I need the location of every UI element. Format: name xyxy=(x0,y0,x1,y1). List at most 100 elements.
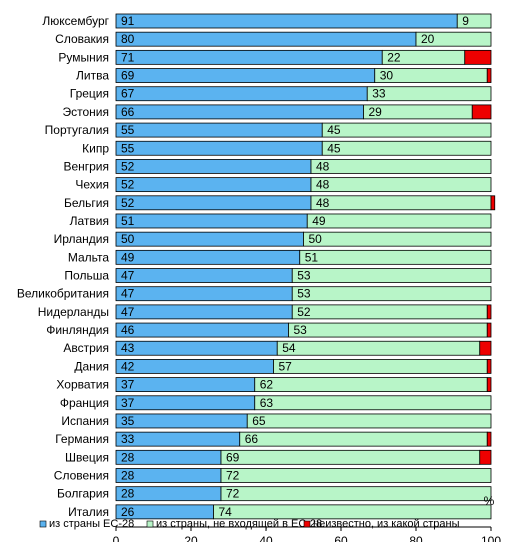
category-label: Италия xyxy=(68,505,109,519)
bar-segment-1 xyxy=(115,286,293,302)
bar-segment-2 xyxy=(254,395,492,411)
bar-segment-1 xyxy=(115,49,383,65)
data-label: 33 xyxy=(121,432,135,446)
legend-swatch-3 xyxy=(303,520,311,528)
data-label: 49 xyxy=(312,214,326,228)
category-label: Швеция xyxy=(65,450,109,464)
data-label: 66 xyxy=(121,105,135,119)
category-label: Люксембург xyxy=(42,14,109,28)
category-label: Франция xyxy=(60,396,109,410)
data-label: 35 xyxy=(121,414,135,428)
bar-segment-1 xyxy=(115,86,368,102)
bar-segment-2 xyxy=(288,322,488,338)
data-label: 50 xyxy=(309,232,323,246)
bar-segment-1 xyxy=(115,231,304,247)
data-label: 45 xyxy=(327,141,341,155)
category-label: Словения xyxy=(54,469,109,483)
category-label: Латвия xyxy=(70,214,109,228)
category-label: Эстония xyxy=(63,105,110,119)
data-label: 67 xyxy=(121,87,135,101)
data-label: 20 xyxy=(421,32,435,46)
bar-segment-2 xyxy=(306,213,492,229)
category-label: Мальта xyxy=(68,250,109,264)
data-label: 22 xyxy=(387,50,401,64)
legend-label-3: неизвестно, из какой страны xyxy=(313,518,460,530)
data-label: 71 xyxy=(121,50,135,64)
legend-swatch-2 xyxy=(146,520,154,528)
category-label: Венгрия xyxy=(63,159,109,173)
bar-segment-1 xyxy=(115,13,458,29)
bar-segment-3 xyxy=(486,304,492,320)
data-label: 30 xyxy=(380,69,394,83)
bar-segment-1 xyxy=(115,359,274,374)
bar-segment-2 xyxy=(220,468,492,483)
x-axis: 0 20 40 60 80 100 xyxy=(113,526,501,542)
legend-label-2: из страны, не входящей в ЕС-28 xyxy=(156,518,322,530)
data-label: 42 xyxy=(121,359,135,373)
data-label: 80 xyxy=(121,32,135,46)
bar-segment-2 xyxy=(291,268,492,283)
data-label: 69 xyxy=(121,69,135,83)
bar-segment-2 xyxy=(310,177,492,193)
category-label: Чехия xyxy=(75,178,109,192)
data-label: 9 xyxy=(462,14,469,28)
data-label: 47 xyxy=(121,305,135,319)
data-label: 62 xyxy=(260,378,274,392)
category-label: Германия xyxy=(55,432,109,446)
bar-segment-1 xyxy=(115,395,256,411)
x-tick-label: 80 xyxy=(409,534,423,542)
category-label: Дания xyxy=(74,359,109,373)
bar-segment-2 xyxy=(310,159,492,174)
data-label: 28 xyxy=(121,469,135,483)
x-tick-label: 100 xyxy=(481,534,501,542)
category-label: Финляндия xyxy=(46,323,109,337)
bar-segment-3 xyxy=(479,449,492,465)
category-label: Словакия xyxy=(55,32,109,46)
bar-segment-2 xyxy=(310,195,492,211)
bar-segment-1 xyxy=(115,195,312,211)
data-label: 53 xyxy=(297,269,311,283)
bar-segment-3 xyxy=(486,322,492,338)
data-label: 69 xyxy=(226,450,240,464)
legend: из страны ЕС-28 из страны, не входящей в … xyxy=(39,518,460,530)
bar-segment-2 xyxy=(291,304,488,320)
x-tick-label: 60 xyxy=(334,534,348,542)
bar-segment-1 xyxy=(115,413,248,429)
x-tick-label: 40 xyxy=(259,534,273,542)
bars-group: 91 9 80 20 71 22 69 30 67 33 66 29 55 45 55 45 52 48 52 48 5… xyxy=(115,13,496,520)
bar-segment-2 xyxy=(299,249,492,265)
bar-segment-3 xyxy=(486,359,492,374)
bar-segment-1 xyxy=(115,159,312,174)
data-label: 43 xyxy=(121,341,135,355)
category-label: Ирландия xyxy=(54,232,109,246)
bar-segment-1 xyxy=(115,377,256,393)
data-label: 55 xyxy=(121,141,135,155)
category-labels: Люксембург Словакия Румыния Литва Греция Эсто… xyxy=(17,14,110,519)
bar-segment-2 xyxy=(239,431,488,447)
bar-segment-1 xyxy=(115,213,308,229)
bar-segment-3 xyxy=(471,104,492,120)
bar-segment-1 xyxy=(115,304,293,320)
bar-segment-1 xyxy=(115,431,241,447)
bar-segment-1 xyxy=(115,122,323,138)
data-label: 52 xyxy=(121,178,135,192)
bar-segment-1 xyxy=(115,322,289,338)
category-label: Румыния xyxy=(58,50,109,64)
data-label: 51 xyxy=(305,250,319,264)
data-label: 47 xyxy=(121,269,135,283)
x-tick-label: 0 xyxy=(113,534,120,542)
data-label: 33 xyxy=(372,87,386,101)
bar-segment-1 xyxy=(115,340,278,356)
bar-segment-3 xyxy=(486,431,492,447)
data-label: 28 xyxy=(121,487,135,501)
category-label: Великобритания xyxy=(17,287,109,301)
data-label: 72 xyxy=(226,487,240,501)
x-tick-label: 20 xyxy=(184,534,198,542)
data-label: 57 xyxy=(279,359,293,373)
data-label: 37 xyxy=(121,396,135,410)
bar-segment-3 xyxy=(486,377,492,393)
data-label: 29 xyxy=(369,105,383,119)
legend-label-1: из страны ЕС-28 xyxy=(49,518,134,530)
category-label: Греция xyxy=(70,87,109,101)
